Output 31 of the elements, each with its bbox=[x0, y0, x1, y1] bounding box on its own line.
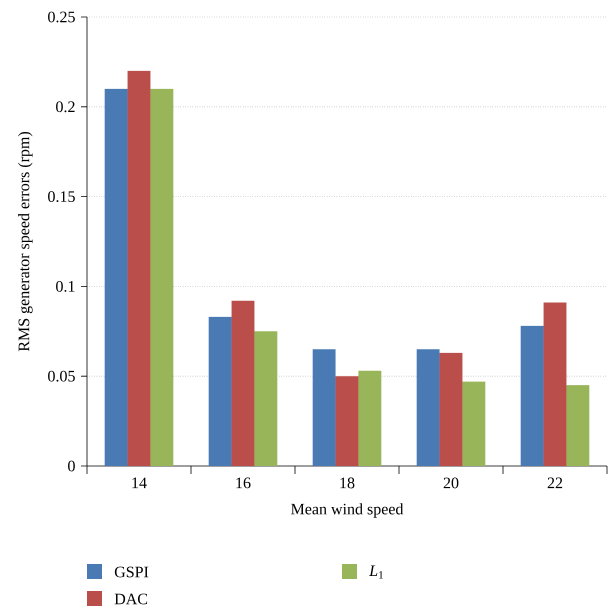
bar bbox=[440, 352, 462, 466]
y-tick-label: 0.1 bbox=[56, 280, 75, 292]
bar bbox=[254, 331, 278, 466]
bar bbox=[104, 88, 128, 466]
bar bbox=[358, 370, 382, 466]
bar bbox=[462, 382, 486, 466]
legend-label: L$_{1}$ bbox=[369, 565, 384, 579]
y-tick-label: 0.05 bbox=[48, 370, 75, 382]
bar bbox=[416, 349, 440, 466]
x-tick-label: 22 bbox=[548, 478, 562, 488]
legend-label: DAC bbox=[114, 594, 148, 604]
bar bbox=[312, 349, 336, 466]
x-tick-label: 16 bbox=[236, 478, 251, 488]
y-tick-label: 0.25 bbox=[48, 12, 75, 22]
x-tick-label: 20 bbox=[444, 478, 458, 488]
bar bbox=[232, 300, 254, 466]
bar bbox=[520, 326, 544, 466]
bar bbox=[150, 88, 174, 466]
bar bbox=[128, 70, 150, 466]
x-axis-title: Mean wind speed bbox=[291, 503, 404, 518]
legend-label: GSPI bbox=[114, 566, 148, 578]
bar bbox=[336, 376, 358, 466]
y-axis-title: RMS generator speed errors (rpm) bbox=[18, 132, 33, 352]
bar bbox=[544, 302, 566, 466]
y-tick-label: 0 bbox=[68, 460, 75, 472]
x-tick-label: 14 bbox=[132, 478, 147, 488]
x-tick-label: 18 bbox=[340, 478, 354, 488]
y-tick-label: 0.15 bbox=[48, 191, 75, 202]
bar bbox=[208, 316, 232, 466]
y-tick-label: 0.2 bbox=[56, 101, 75, 112]
bar bbox=[566, 385, 590, 466]
